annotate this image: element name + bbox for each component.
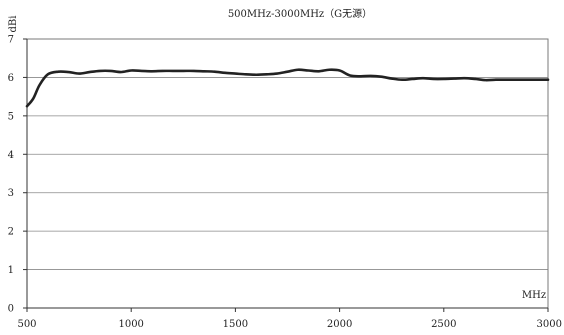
y-tick-label-6: 6: [8, 73, 14, 84]
axes: [23, 38, 549, 312]
x-axis-label: MHz: [522, 290, 546, 301]
y-tick-label-4: 4: [8, 150, 14, 161]
y-axis-label: dBi: [8, 16, 19, 33]
y-tick-label-1: 1: [8, 265, 14, 276]
y-tick-label-2: 2: [8, 227, 14, 238]
x-tick-label-500: 500: [17, 319, 36, 330]
x-tick-label-1500: 1500: [223, 319, 248, 330]
y-tick-label-5: 5: [8, 111, 14, 122]
series-layer: [25, 68, 550, 108]
x-tick-label-3000: 3000: [537, 319, 562, 330]
y-tick-label-0: 0: [8, 304, 14, 315]
gridlines: [27, 38, 548, 309]
y-tick-label-3: 3: [8, 188, 14, 199]
x-tick-label-2000: 2000: [327, 319, 352, 330]
chart-title: 500MHz-3000MHz（G无源）: [228, 7, 372, 20]
x-tick-label-2500: 2500: [431, 319, 456, 330]
series-line-0: [25, 68, 550, 108]
x-tick-label-1000: 1000: [118, 319, 143, 330]
labels-layer: 500MHz-3000MHz（G无源） dBi MHz 0 1 2 3 4 5 6 7 500 1…: [8, 7, 562, 330]
y-tick-label-7: 7: [8, 35, 14, 46]
